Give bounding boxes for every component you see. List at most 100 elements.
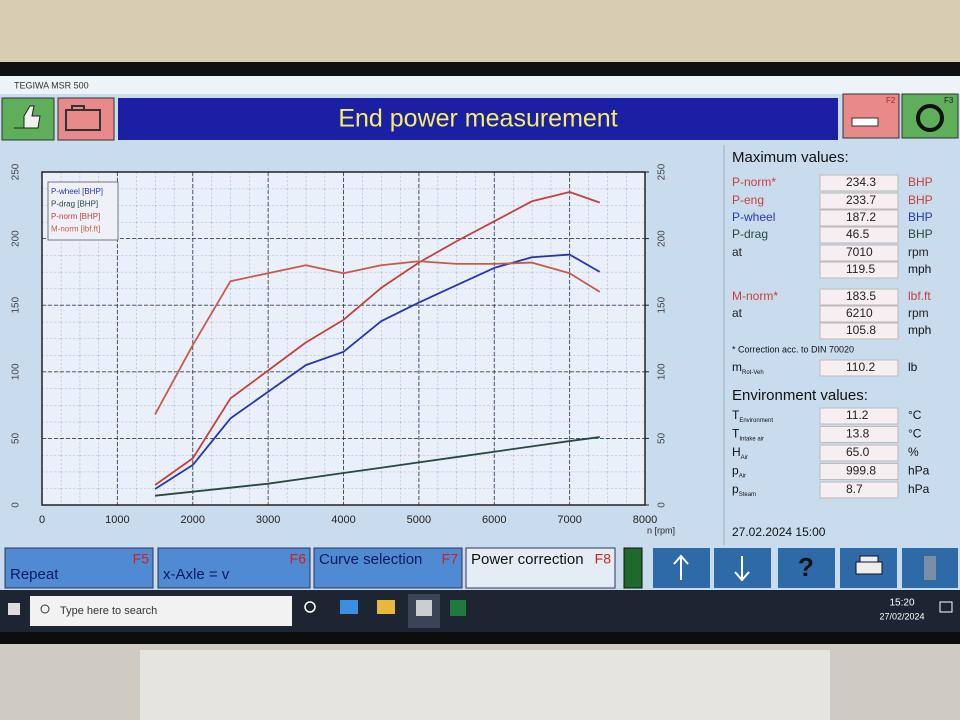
row-value: 105.8 [846, 323, 876, 337]
row-label: P-norm* [732, 175, 776, 189]
engine-button[interactable] [57, 97, 115, 141]
row-value: 8.7 [846, 482, 863, 496]
app-icon [416, 600, 432, 616]
value-box [819, 261, 899, 279]
row-value: 65.0 [846, 445, 870, 459]
label-main: at [732, 245, 743, 259]
value-box [819, 463, 899, 480]
x-tick-label: 3000 [256, 514, 280, 526]
mail-icon[interactable] [340, 600, 358, 614]
excel-icon[interactable] [450, 600, 466, 616]
row-value: 6210 [846, 306, 873, 320]
value-box [819, 244, 899, 262]
row-unit: % [908, 445, 919, 459]
row-label: pSteam [732, 482, 756, 497]
values-panel: P-norm* 234.3 BHP P-eng 233.7 BHP P-wheel 187.2… [732, 174, 933, 499]
window-title: TEGIWA MSR 500 [14, 80, 89, 90]
button-key: F7 [442, 551, 459, 567]
value-box [819, 209, 899, 227]
plot-border [41, 171, 646, 506]
label-main: P-wheel [732, 210, 775, 224]
clock-time: 15:20 [889, 598, 914, 609]
f2-button[interactable] [842, 93, 900, 139]
y-tick-label: 250 [11, 163, 22, 180]
value-box [819, 481, 899, 499]
value-box [819, 226, 899, 244]
search-icon [40, 604, 50, 614]
label-sub: Intake air [739, 436, 764, 442]
button-label: Repeat [10, 566, 59, 583]
status-light [623, 547, 643, 589]
row-value: 110.2 [846, 360, 875, 374]
legend-entry: M-norm [lbf.ft] [51, 225, 100, 234]
header-bar [118, 98, 838, 140]
header-title: End power measurement [338, 105, 617, 133]
value-box [819, 322, 899, 340]
row-unit: lb [908, 360, 918, 374]
help-icon: ? [798, 552, 814, 582]
value-box [819, 359, 899, 377]
row-unit: BHP [908, 227, 933, 241]
legend-entry: P-wheel [BHP] [51, 187, 103, 196]
label-sub: Steam [739, 492, 756, 498]
row-label: at [732, 245, 743, 259]
value-box [819, 444, 899, 462]
value-box [819, 174, 899, 192]
x-tick-label: 6000 [482, 514, 506, 526]
notification-icon[interactable] [939, 601, 953, 613]
roller-icon [916, 104, 944, 132]
thumb-icon [14, 105, 41, 129]
row-value: 13.8 [846, 427, 870, 441]
function-button[interactable] [313, 547, 463, 589]
start-icon[interactable] [8, 603, 20, 615]
function-button[interactable] [4, 547, 154, 589]
function-button[interactable] [465, 547, 616, 589]
help-button[interactable] [778, 548, 835, 588]
search-box[interactable] [30, 596, 292, 626]
row-label: at [732, 306, 743, 320]
row-label: M-norm* [732, 289, 778, 303]
legend-entry: P-drag [BHP] [51, 200, 98, 209]
label-main: T [732, 408, 740, 422]
x-axis-label: n [rpm] [647, 525, 675, 535]
series-line [154, 260, 601, 415]
series-line [154, 436, 600, 497]
value-box [819, 288, 899, 306]
y-tick-label: 50 [11, 432, 22, 444]
row-label: P-drag [732, 227, 768, 241]
car-icon [851, 117, 879, 127]
label-main: M-norm* [732, 289, 778, 303]
taskview-icon[interactable] [304, 601, 316, 613]
title-bar [0, 76, 960, 94]
datetime: 27.02.2024 15:00 [732, 525, 826, 539]
folder-icon[interactable] [377, 600, 395, 614]
y2-tick-label: 250 [657, 163, 668, 180]
x-tick-label: 1000 [105, 514, 129, 526]
row-unit: hPa [908, 464, 930, 478]
device [140, 650, 830, 720]
row-label: HAir [732, 445, 748, 460]
clock-date: 27/02/2024 [879, 611, 924, 621]
x-tick-label: 0 [39, 514, 45, 526]
label-sub: Rot-Veh [742, 370, 764, 376]
search-text: Type here to search [60, 605, 157, 617]
button-label: Power correction [471, 551, 584, 568]
row-value: 7010 [846, 245, 873, 259]
row-label: TIntake air [732, 427, 764, 442]
y-tick-label: 150 [11, 296, 22, 313]
label-main: P-eng [732, 193, 764, 207]
ok-button[interactable] [1, 97, 55, 141]
label-main: p [732, 482, 739, 496]
label-main: at [732, 306, 743, 320]
y2-tick-label: 50 [657, 432, 668, 444]
label-main: H [732, 445, 741, 459]
function-button[interactable] [157, 547, 311, 589]
env-title: Environment values: [732, 387, 868, 404]
y2-tick-label: 150 [657, 296, 668, 313]
row-value: 46.5 [846, 227, 870, 241]
row-label: P-wheel [732, 210, 775, 224]
f2-key: F2 [886, 96, 896, 105]
y2-tick-label: 200 [657, 230, 668, 247]
